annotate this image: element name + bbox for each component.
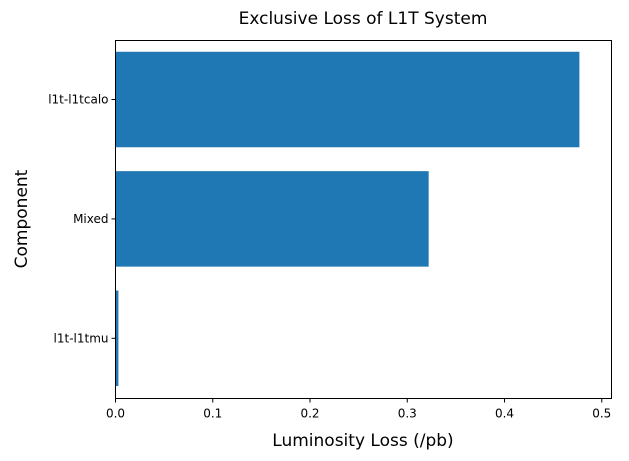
- x-axis-label: Luminosity Loss (/pb): [272, 431, 453, 451]
- bars-group: [115, 51, 580, 387]
- bar-0: [115, 51, 580, 148]
- y-tick-label-0: l1t-l1tcalo: [48, 93, 108, 107]
- x-tick-label-3: 0.3: [398, 407, 417, 421]
- bar-2: [115, 290, 119, 387]
- x-tick-label-4: 0.4: [495, 407, 514, 421]
- x-ticks-group: 0.0 0.1 0.2 0.3 0.4 0.5: [106, 398, 611, 421]
- y-tick-label-1: Mixed: [73, 212, 108, 226]
- bar-1: [115, 171, 429, 267]
- chart-title: Exclusive Loss of L1T System: [239, 9, 488, 29]
- plot-frame: [115, 40, 612, 399]
- y-ticks-group: l1t-l1tcalo Mixed l1t-l1tmu: [48, 93, 116, 345]
- y-axis-label: Component: [12, 169, 32, 268]
- x-tick-label-1: 0.1: [203, 407, 222, 421]
- x-tick-label-0: 0.0: [106, 407, 125, 421]
- y-tick-label-2: l1t-l1tmu: [54, 331, 109, 345]
- x-tick-label-5: 0.5: [592, 407, 611, 421]
- x-tick-label-2: 0.2: [300, 407, 319, 421]
